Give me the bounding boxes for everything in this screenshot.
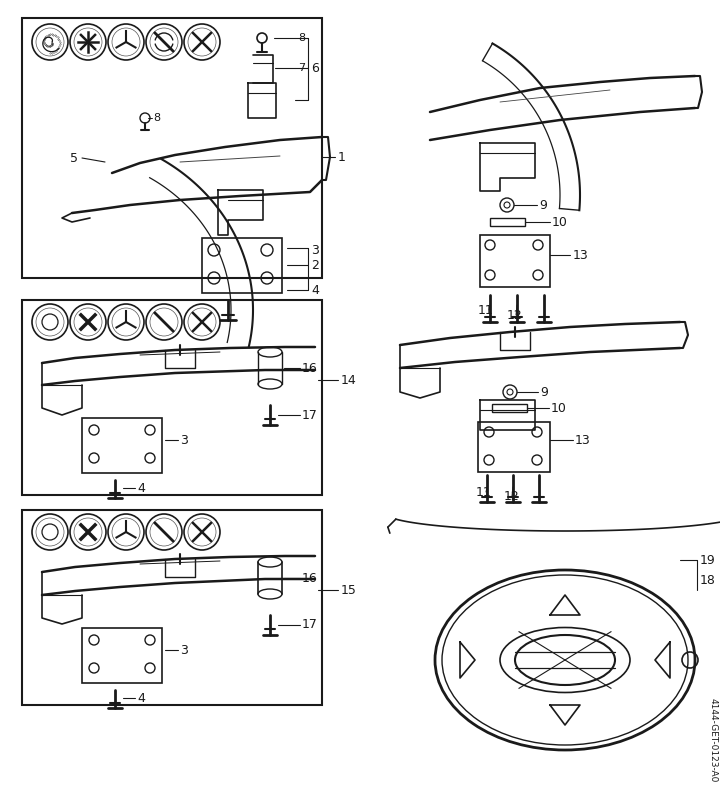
Text: 3: 3 [311,244,319,257]
Text: 6: 6 [311,61,319,74]
Text: 10: 10 [551,402,567,414]
Bar [478,422,550,472]
Bar [22,510,322,705]
Bar [22,18,322,278]
Text: 8: 8 [153,113,160,123]
Text: 17: 17 [302,409,318,422]
Bar [480,235,550,287]
Bar [490,218,525,226]
Text: 11: 11 [478,304,494,316]
Text: 16: 16 [302,362,318,375]
Text: 13: 13 [575,434,590,446]
Text: 11: 11 [476,485,492,498]
Text: 1: 1 [338,151,346,163]
Text: 8: 8 [298,33,305,43]
Text: 17: 17 [302,618,318,631]
Text: 19: 19 [700,553,716,567]
Bar [202,238,282,293]
Text: 7: 7 [298,63,305,73]
Text: 9: 9 [540,386,548,398]
Text: 4: 4 [137,481,145,494]
Text: 15: 15 [341,583,357,596]
Text: 12: 12 [507,308,523,321]
Bar [492,404,527,412]
Text: 9: 9 [539,198,547,211]
Text: 4: 4 [311,284,319,296]
Text: 16: 16 [302,571,318,584]
Text: 13: 13 [573,249,589,261]
Text: 2: 2 [311,258,319,272]
Text: 4: 4 [137,692,145,705]
Text: 3: 3 [180,434,188,446]
Text: 18: 18 [700,574,716,587]
Bar [22,300,322,495]
Text: 12: 12 [504,489,520,502]
Bar [82,628,162,683]
Text: 10: 10 [552,215,568,229]
Bar [82,418,162,473]
Text: 3: 3 [180,643,188,657]
Text: 14: 14 [341,374,356,387]
Text: 5: 5 [70,151,78,164]
Text: 4144-GET-0123-A0: 4144-GET-0123-A0 [708,698,718,782]
